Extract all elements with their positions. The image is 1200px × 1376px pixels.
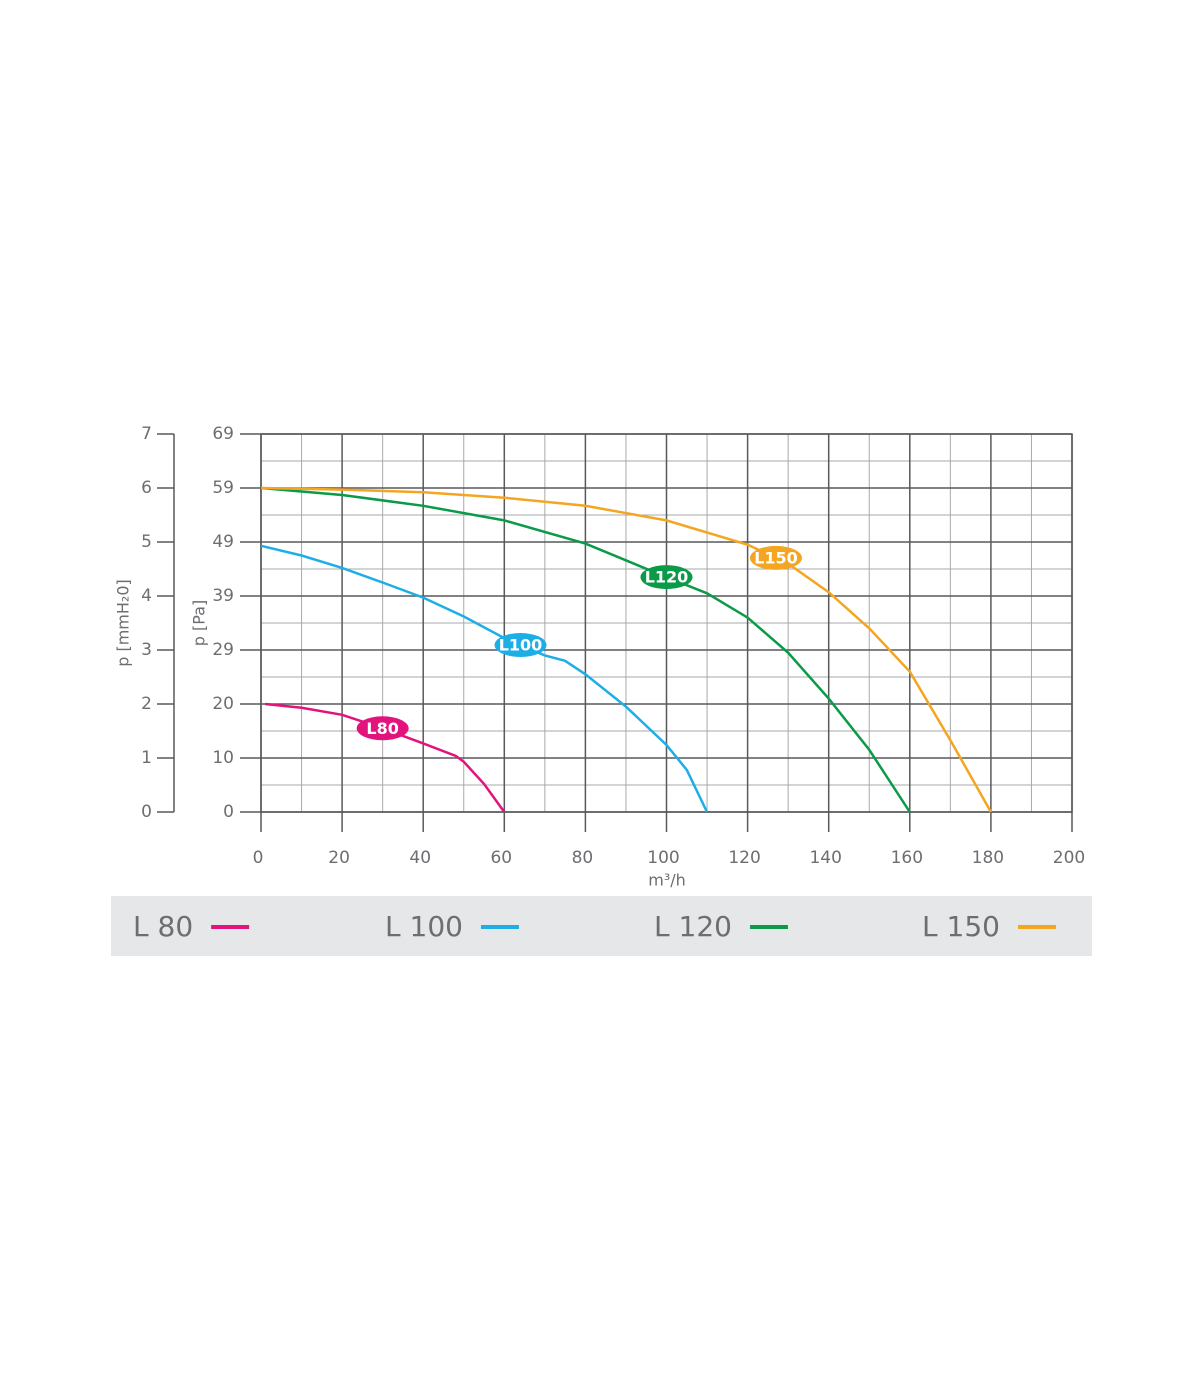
x-tick-label: 60 [490, 848, 512, 868]
y2-tick-label: 10 [212, 748, 234, 768]
y-tick-label: 5 [141, 532, 152, 552]
y2-axis-label: p [Pa] [190, 600, 209, 646]
curve-label: L120 [645, 568, 689, 587]
y2-tick-label: 29 [212, 640, 234, 660]
legend-label: L 120 [654, 910, 732, 943]
curve [260, 486, 911, 813]
y-tick-label: 2 [141, 694, 152, 714]
x-axis-label: m³/h [648, 871, 686, 890]
curve-label-badge [640, 565, 693, 590]
legend-band [111, 896, 1092, 956]
y-axis-label: p [mmH₂0] [114, 579, 133, 667]
y-tick-label: 0 [141, 802, 152, 822]
x-tick-label: 120 [728, 848, 760, 868]
y2-tick-label: 69 [212, 424, 234, 444]
y2-tick-label: 20 [212, 694, 234, 714]
y-tick-label: 6 [141, 478, 152, 498]
y-tick-label: 3 [141, 640, 152, 660]
y2-tick-label: 49 [212, 532, 234, 552]
y-tick-label: 4 [141, 586, 152, 606]
x-tick-label: 100 [647, 848, 679, 868]
x-tick-label: 180 [972, 848, 1004, 868]
legend-label: L 100 [385, 910, 463, 943]
x-tick-label: 40 [409, 848, 431, 868]
curve [260, 544, 709, 813]
x-tick-label: 140 [809, 848, 841, 868]
y-tick-label: 7 [141, 424, 152, 444]
x-tick-label: 0 [253, 848, 264, 868]
legend-label: L 80 [133, 910, 193, 943]
curve-label: L80 [366, 719, 398, 738]
x-tick-label: 80 [572, 848, 594, 868]
curve [260, 486, 992, 813]
plot-frame [260, 433, 1073, 813]
y2-tick-label: 0 [223, 802, 234, 822]
x-tick-label: 160 [891, 848, 923, 868]
x-tick-label: 200 [1053, 848, 1085, 868]
curve-label: L150 [754, 548, 798, 567]
y-tick-label: 1 [141, 748, 152, 768]
curve-label: L100 [499, 636, 543, 655]
curve-label-badge [749, 545, 802, 570]
x-tick-label: 20 [328, 848, 350, 868]
y2-tick-label: 39 [212, 586, 234, 606]
curve-label-badge [356, 716, 409, 741]
curve-label-badge [494, 633, 547, 658]
curve [264, 702, 506, 813]
y2-tick-label: 59 [212, 478, 234, 498]
legend-label: L 150 [922, 910, 1000, 943]
